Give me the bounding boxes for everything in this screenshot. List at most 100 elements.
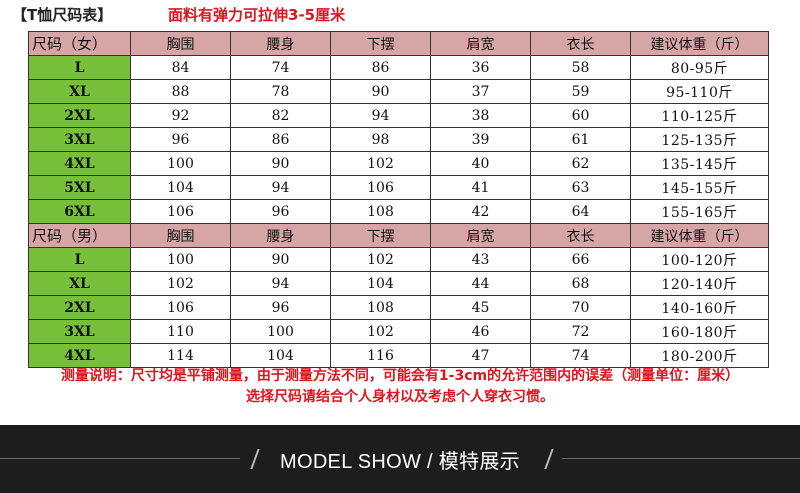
table-cell: 102	[330, 319, 431, 344]
table-row: 6XL 106 96 108 42 64 155-165斤	[28, 199, 769, 224]
table-cell: 46	[430, 319, 531, 344]
women-column-header: 尺码（女）	[28, 31, 131, 56]
women-column-header: 胸围	[130, 31, 231, 56]
table-cell: 40	[430, 151, 531, 176]
size-label-cell: XL	[28, 79, 131, 104]
table-cell: 106	[130, 199, 231, 224]
men-column-header: 腰身	[230, 223, 331, 248]
women-header-row: 尺码（女） 胸围 腰身 下摆 肩宽 衣长 建议体重（斤）	[28, 31, 769, 56]
banner-divider-right	[562, 458, 800, 459]
table-cell: 94	[230, 175, 331, 200]
size-label-cell: L	[28, 55, 131, 80]
table-cell: 96	[230, 295, 331, 320]
size-label-cell: 3XL	[28, 127, 131, 152]
table-cell: 102	[330, 247, 431, 272]
table-row: 2XL 106 96 108 45 70 140-160斤	[28, 295, 769, 320]
table-row: L 100 90 102 43 66 100-120斤	[28, 247, 769, 272]
table-cell: 96	[130, 127, 231, 152]
table-cell: 140-160斤	[630, 295, 769, 320]
table-cell: 41	[430, 175, 531, 200]
table-cell: 104	[130, 175, 231, 200]
table-cell: 68	[530, 271, 631, 296]
table-cell: 98	[330, 127, 431, 152]
men-column-header: 肩宽	[430, 223, 531, 248]
measurement-note: 测量说明：尺寸均是平铺测量，由于测量方法不同，可能会有1-3cm的允许范围内的误…	[60, 368, 740, 384]
table-row: 2XL 92 82 94 38 60 110-125斤	[28, 103, 769, 128]
table-cell: 74	[530, 343, 631, 368]
men-size-table: 尺码（男） 胸围 腰身 下摆 肩宽 衣长 建议体重（斤） L 100 90 102 43 66 100-1…	[28, 223, 769, 368]
table-cell: 59	[530, 79, 631, 104]
men-header-row: 尺码（男） 胸围 腰身 下摆 肩宽 衣长 建议体重（斤）	[28, 223, 769, 248]
table-row: 4XL 114 104 116 47 74 180-200斤	[28, 343, 769, 368]
model-show-banner: MODEL SHOW / 模特展示	[0, 425, 800, 493]
women-column-header: 建议体重（斤）	[630, 31, 769, 56]
table-cell: 102	[330, 151, 431, 176]
table-cell: 88	[130, 79, 231, 104]
table-cell: 45	[430, 295, 531, 320]
banner-slash-left	[250, 449, 260, 469]
women-size-table: 尺码（女） 胸围 腰身 下摆 肩宽 衣长 建议体重（斤） L 84 74 86 36 58 80-95斤 X…	[28, 31, 769, 224]
table-row: 4XL 100 90 102 40 62 135-145斤	[28, 151, 769, 176]
size-label-cell: 4XL	[28, 343, 131, 368]
table-cell: 64	[530, 199, 631, 224]
women-column-header: 肩宽	[430, 31, 531, 56]
size-label-cell: XL	[28, 271, 131, 296]
table-cell: 92	[130, 103, 231, 128]
table-cell: 47	[430, 343, 531, 368]
table-cell: 62	[530, 151, 631, 176]
table-cell: 180-200斤	[630, 343, 769, 368]
women-column-header: 下摆	[330, 31, 431, 56]
table-cell: 44	[430, 271, 531, 296]
table-cell: 86	[230, 127, 331, 152]
table-cell: 94	[230, 271, 331, 296]
table-row: XL 102 94 104 44 68 120-140斤	[28, 271, 769, 296]
banner-slash-right	[544, 449, 554, 469]
men-column-header: 尺码（男）	[28, 223, 131, 248]
table-cell: 58	[530, 55, 631, 80]
table-cell: 38	[430, 103, 531, 128]
table-row: 5XL 104 94 106 41 63 145-155斤	[28, 175, 769, 200]
table-cell: 95-110斤	[630, 79, 769, 104]
table-cell: 135-145斤	[630, 151, 769, 176]
men-column-header: 下摆	[330, 223, 431, 248]
table-row: L 84 74 86 36 58 80-95斤	[28, 55, 769, 80]
table-cell: 155-165斤	[630, 199, 769, 224]
table-cell: 70	[530, 295, 631, 320]
table-cell: 106	[330, 175, 431, 200]
table-cell: 116	[330, 343, 431, 368]
table-cell: 60	[530, 103, 631, 128]
table-cell: 78	[230, 79, 331, 104]
table-cell: 63	[530, 175, 631, 200]
table-cell: 96	[230, 199, 331, 224]
elasticity-note: 面料有弹力可拉伸3-5厘米	[168, 6, 346, 24]
table-cell: 80-95斤	[630, 55, 769, 80]
table-cell: 160-180斤	[630, 319, 769, 344]
table-cell: 108	[330, 199, 431, 224]
table-row: 3XL 110 100 102 46 72 160-180斤	[28, 319, 769, 344]
table-cell: 74	[230, 55, 331, 80]
banner-title: MODEL SHOW / 模特展示	[280, 451, 520, 473]
table-cell: 102	[130, 271, 231, 296]
table-cell: 82	[230, 103, 331, 128]
men-column-header: 衣长	[530, 223, 631, 248]
table-cell: 100-120斤	[630, 247, 769, 272]
table-cell: 61	[530, 127, 631, 152]
table-cell: 36	[430, 55, 531, 80]
chart-title: 【T恤尺码表】	[12, 6, 113, 24]
size-label-cell: 3XL	[28, 319, 131, 344]
table-cell: 94	[330, 103, 431, 128]
table-cell: 145-155斤	[630, 175, 769, 200]
women-column-header: 腰身	[230, 31, 331, 56]
men-column-header: 建议体重（斤）	[630, 223, 769, 248]
table-cell: 114	[130, 343, 231, 368]
size-label-cell: 2XL	[28, 295, 131, 320]
size-label-cell: 4XL	[28, 151, 131, 176]
table-cell: 100	[130, 247, 231, 272]
size-label-cell: 2XL	[28, 103, 131, 128]
men-column-header: 胸围	[130, 223, 231, 248]
table-cell: 90	[330, 79, 431, 104]
table-cell: 84	[130, 55, 231, 80]
table-cell: 108	[330, 295, 431, 320]
table-row: 3XL 96 86 98 39 61 125-135斤	[28, 127, 769, 152]
table-cell: 110-125斤	[630, 103, 769, 128]
